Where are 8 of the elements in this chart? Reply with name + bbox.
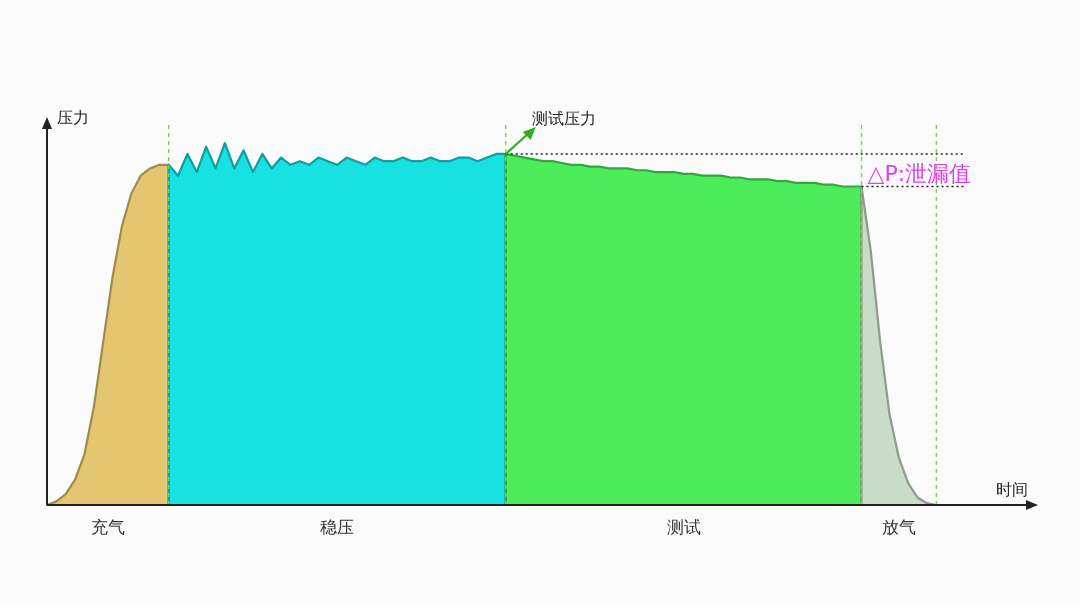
- series-label: 测试: [666, 517, 701, 537]
- x-axis-title: 时间: [996, 480, 1028, 499]
- annotation: 测试压力: [531, 108, 596, 128]
- y-axis-title: 压力: [57, 108, 89, 127]
- ref-line-label: △P:泄漏值: [867, 160, 972, 186]
- series-label: 稳压: [320, 517, 355, 537]
- series-label: 充气: [90, 517, 125, 537]
- series-label: 放气: [881, 517, 916, 537]
